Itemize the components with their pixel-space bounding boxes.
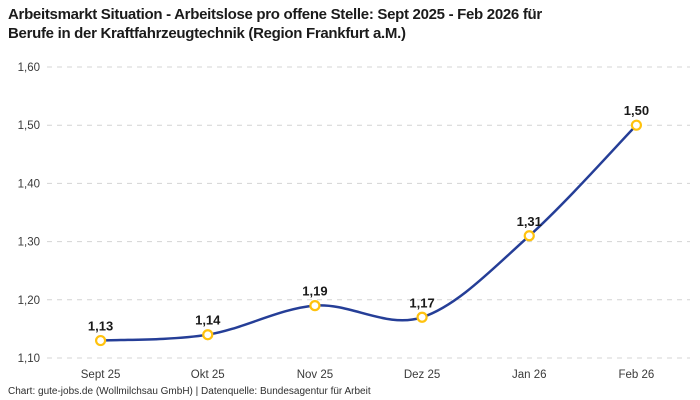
- y-axis-tick-label: 1,20: [18, 295, 40, 307]
- data-point-label: 1,31: [517, 214, 542, 229]
- data-point-label: 1,50: [624, 103, 649, 118]
- data-point-marker: [94, 334, 107, 347]
- data-point-label: 1,17: [409, 295, 434, 310]
- data-point-label: 1,19: [302, 284, 327, 299]
- y-axis-tick-label: 1,10: [18, 353, 40, 365]
- data-point-marker: [416, 311, 428, 323]
- data-point-marker: [523, 230, 535, 242]
- data-point-marker: [309, 300, 321, 312]
- x-axis-tick-label: Feb 26: [619, 369, 655, 381]
- x-axis-tick-label: Okt 25: [191, 369, 225, 381]
- data-point-label: 1,14: [195, 313, 221, 328]
- x-axis-tick-label: Dez 25: [404, 369, 440, 381]
- chart-title: Arbeitsmarkt Situation - Arbeitslose pro…: [8, 6, 542, 43]
- y-axis-tick-label: 1,40: [18, 178, 40, 190]
- y-axis-tick-label: 1,60: [18, 62, 40, 74]
- y-axis-tick-label: 1,30: [18, 237, 40, 249]
- x-axis-tick-label: Nov 25: [297, 369, 333, 381]
- chart-attribution: Chart: gute-jobs.de (Wollmilchsau GmbH) …: [8, 386, 371, 397]
- data-point-marker: [630, 119, 643, 131]
- x-axis-tick-label: Sept 25: [81, 369, 121, 381]
- data-point-label: 1,13: [88, 319, 113, 334]
- data-point-marker: [202, 329, 214, 341]
- x-axis-tick-label: Jan 26: [512, 369, 547, 381]
- y-axis-tick-label: 1,50: [18, 120, 40, 132]
- data-series-line: [99, 123, 638, 342]
